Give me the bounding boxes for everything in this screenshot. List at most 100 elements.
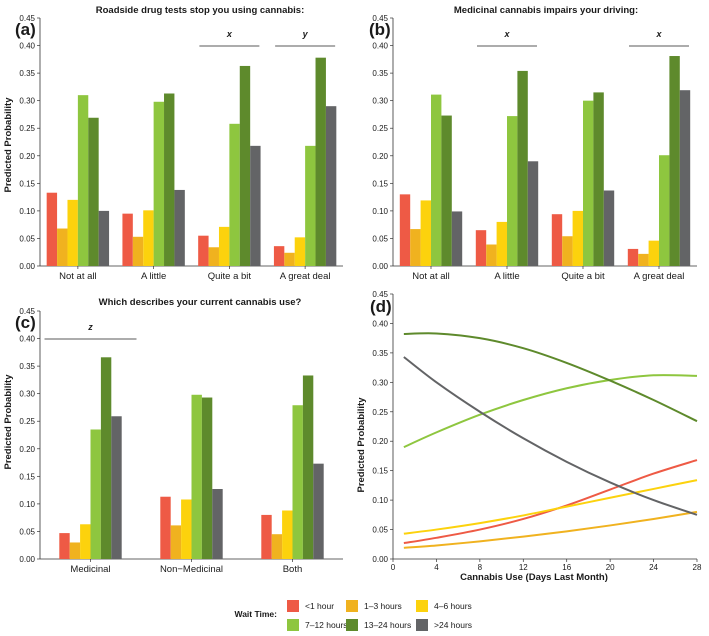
series-line [403, 510, 698, 549]
bar [325, 106, 337, 266]
y-tick-label: 0.30 [372, 378, 388, 387]
y-tick-label: 0.10 [19, 207, 35, 216]
bar [410, 229, 421, 266]
y-tick-label: 0.25 [19, 417, 35, 426]
y-tick-label: 0.25 [19, 124, 35, 133]
bar [239, 65, 251, 267]
bar [229, 123, 240, 267]
legend-label: 7–12 hours [305, 620, 348, 630]
series-line [403, 459, 698, 545]
bar [627, 248, 639, 266]
bar [496, 221, 507, 266]
bar [273, 246, 285, 266]
x-tick-label: 12 [519, 563, 528, 572]
legend-label: <1 hour [305, 601, 334, 611]
bar [603, 190, 615, 266]
legend-label: 4–6 hours [434, 601, 472, 611]
significance-label: x [655, 29, 662, 39]
series-line [403, 356, 698, 516]
bar [77, 95, 89, 267]
bar [153, 101, 165, 266]
series-line [403, 374, 698, 449]
y-tick-label: 0.00 [372, 262, 388, 271]
x-tick-label: 24 [649, 563, 658, 572]
panel-d: (d) Predicted Probability Cannabis Use (… [356, 290, 702, 583]
bar [669, 56, 680, 266]
bar [69, 542, 81, 559]
x-tick-label: Medicinal [70, 564, 110, 575]
bar [111, 416, 122, 559]
x-tick-label: 16 [562, 563, 571, 572]
y-tick-label: 0.20 [19, 445, 35, 454]
bar [638, 253, 649, 266]
bar [191, 394, 202, 559]
bar [551, 214, 563, 266]
bar [212, 489, 223, 559]
panel-c-ylabel: Predicted Probability [3, 374, 14, 470]
y-tick-label: 0.20 [19, 152, 35, 161]
y-tick-label: 0.30 [19, 97, 35, 106]
bar [170, 525, 182, 559]
y-tick-label: 0.40 [19, 335, 35, 344]
y-tick-label: 0.15 [19, 472, 35, 481]
panel-d-xlabel: Cannabis Use (Days Last Month) [460, 572, 608, 583]
y-tick-label: 0.20 [372, 152, 388, 161]
y-tick-label: 0.40 [19, 42, 35, 51]
bar [160, 496, 171, 559]
y-tick-label: 0.35 [372, 349, 388, 358]
bar [132, 236, 144, 266]
significance-label: z [87, 322, 93, 332]
y-tick-label: 0.00 [19, 262, 35, 271]
y-tick-label: 0.45 [19, 14, 35, 23]
bar [441, 115, 452, 267]
bar [100, 357, 112, 559]
bar [80, 524, 91, 559]
y-tick-label: 0.10 [372, 496, 388, 505]
bar [181, 499, 192, 559]
bar [174, 189, 185, 266]
bar [451, 211, 463, 266]
bar [315, 57, 326, 267]
x-tick-label: 8 [478, 563, 483, 572]
panel-a: Roadside drug tests stop you using canna… [3, 5, 343, 282]
series-line [403, 332, 698, 423]
legend-label: >24 hours [434, 620, 472, 630]
bar [648, 240, 659, 266]
legend: Wait Time: <1 hour 1–3 hours 4–6 hours 7–12… [234, 600, 472, 631]
panel-b: Medicinal cannabis impairs your driving:… [369, 5, 697, 282]
bar [305, 145, 316, 266]
x-tick-label: 20 [606, 563, 615, 572]
x-tick-label: 0 [391, 563, 396, 572]
y-tick-label: 0.05 [19, 234, 35, 243]
y-tick-label: 0.25 [372, 408, 388, 417]
bar [486, 244, 497, 266]
panel-a-tag: (a) [15, 20, 36, 39]
bar [507, 116, 518, 266]
panel-a-title: Roadside drug tests stop you using canna… [96, 5, 305, 16]
significance-label: y [302, 29, 309, 39]
series-line [403, 479, 698, 535]
panel-b-tag: (b) [369, 20, 391, 39]
bar [420, 200, 431, 266]
legend-swatch [346, 600, 358, 612]
bar [164, 93, 175, 266]
bar [282, 510, 293, 559]
bar [88, 117, 99, 266]
y-tick-label: 0.05 [19, 527, 35, 536]
bar [399, 194, 411, 266]
y-tick-label: 0.00 [372, 555, 388, 564]
bar [59, 533, 70, 559]
y-tick-label: 0.15 [372, 179, 388, 188]
y-tick-label: 0.05 [372, 234, 388, 243]
bar [261, 514, 272, 559]
x-tick-label: Quite a bit [208, 271, 252, 282]
panel-b-title: Medicinal cannabis impairs your driving: [454, 5, 638, 16]
y-tick-label: 0.40 [372, 319, 388, 328]
bar [198, 235, 209, 266]
bar [57, 228, 68, 266]
y-tick-label: 0.45 [372, 290, 388, 299]
bar [679, 90, 691, 266]
x-tick-label: Both [283, 564, 303, 575]
y-tick-label: 0.45 [372, 14, 388, 23]
bar [572, 210, 583, 266]
